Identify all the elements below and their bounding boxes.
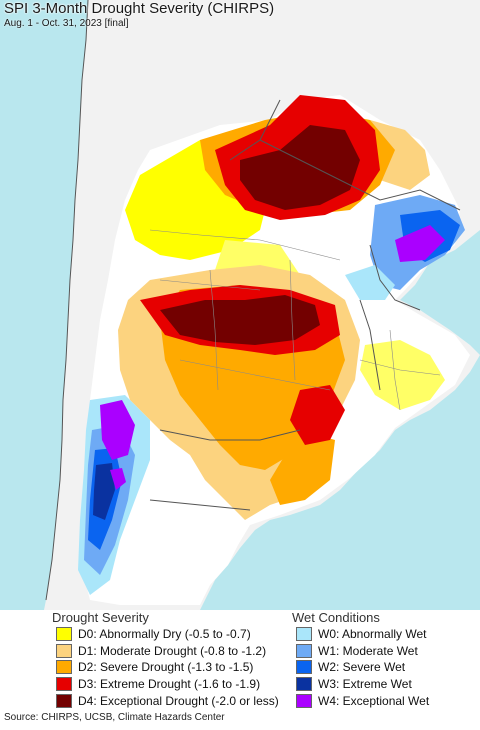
legend-item-d4: D4: Exceptional Drought (-2.0 or less) xyxy=(52,692,292,709)
map-subtitle: Aug. 1 - Oct. 31, 2023 [final] xyxy=(4,18,129,29)
legend-label: W1: Moderate Wet xyxy=(318,643,418,658)
wet-legend-heading: Wet Conditions xyxy=(292,610,380,625)
atlantic-ocean xyxy=(200,355,480,610)
drought-map: SPI 3-Month Drought Severity (CHIRPS) Au… xyxy=(0,0,480,610)
source-note: Source: CHIRPS, UCSB, Climate Hazards Ce… xyxy=(4,712,225,723)
d3-east xyxy=(290,385,345,445)
w3-south xyxy=(93,463,115,520)
d0-east xyxy=(360,340,445,410)
pacific-ocean xyxy=(0,0,88,610)
legend-swatch xyxy=(56,677,72,692)
legend-swatch xyxy=(296,677,312,692)
legend: Drought Severity D0: Abnormally Dry (-0.… xyxy=(0,610,480,710)
legend-swatch xyxy=(296,660,312,675)
legend-item-d3: D3: Extreme Drought (-1.6 to -1.9) xyxy=(52,676,292,693)
drought-legend-heading: Drought Severity xyxy=(52,610,149,625)
legend-swatch xyxy=(296,627,312,642)
d4-north xyxy=(240,125,360,210)
legend-item-w0: W0: Abnormally Wet xyxy=(292,626,478,643)
legend-label: W2: Severe Wet xyxy=(318,660,406,675)
legend-swatch xyxy=(296,693,312,708)
legend-swatch xyxy=(56,643,72,658)
map-title: SPI 3-Month Drought Severity (CHIRPS) xyxy=(4,0,275,17)
legend-item-w2: W2: Severe Wet xyxy=(292,659,478,676)
w4-south-small xyxy=(110,468,126,490)
legend-swatch xyxy=(56,660,72,675)
legend-label: D1: Moderate Drought (-0.8 to -1.2) xyxy=(78,643,267,658)
legend-item-w3: W3: Extreme Wet xyxy=(292,676,478,693)
legend-swatch xyxy=(56,627,72,642)
country-borders xyxy=(45,0,461,601)
drought-legend: Drought Severity D0: Abnormally Dry (-0.… xyxy=(52,610,292,709)
legend-label: D3: Extreme Drought (-1.6 to -1.9) xyxy=(78,677,261,692)
d4-central xyxy=(160,295,320,345)
province-borders xyxy=(149,229,441,411)
legend-item-d1: D1: Moderate Drought (-0.8 to -1.2) xyxy=(52,643,292,660)
legend-item-d0: D0: Abnormally Dry (-0.5 to -0.7) xyxy=(52,626,292,643)
legend-item-d2: D2: Severe Drought (-1.3 to -1.5) xyxy=(52,659,292,676)
map-canvas xyxy=(0,0,480,610)
w4-south xyxy=(100,400,135,460)
legend-item-w4: W4: Exceptional Wet xyxy=(292,692,478,709)
legend-label: D0: Abnormally Dry (-0.5 to -0.7) xyxy=(78,627,251,642)
wet-legend: Wet Conditions W0: Abnormally Wet W1: Mo… xyxy=(292,610,478,709)
legend-swatch xyxy=(56,693,72,708)
legend-label: D4: Exceptional Drought (-2.0 or less) xyxy=(78,693,279,708)
legend-label: W0: Abnormally Wet xyxy=(318,627,427,642)
title-block: SPI 3-Month Drought Severity (CHIRPS) Au… xyxy=(4,0,274,30)
w0-northeast xyxy=(345,265,395,300)
w4-northeast xyxy=(395,225,445,262)
legend-label: W3: Extreme Wet xyxy=(318,677,412,692)
legend-item-w1: W1: Moderate Wet xyxy=(292,643,478,660)
legend-swatch xyxy=(296,643,312,658)
d2-south xyxy=(270,430,335,505)
legend-label: W4: Exceptional Wet xyxy=(318,693,430,708)
legend-label: D2: Severe Drought (-1.3 to -1.5) xyxy=(78,660,254,675)
